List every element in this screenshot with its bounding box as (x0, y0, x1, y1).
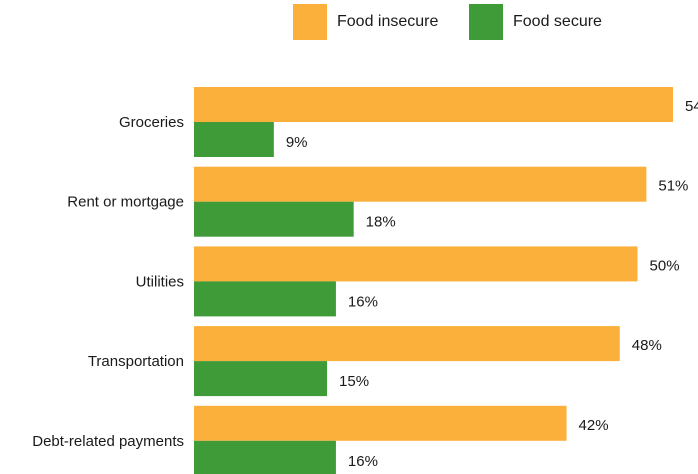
category-label-transportation: Transportation (88, 353, 184, 370)
legend-item-food-secure: Food secure (469, 4, 602, 40)
bar-food-insecure-debt-related-payments (194, 405, 567, 441)
bar-food-secure-utilities (194, 281, 336, 317)
data-label-food-insecure-rent-or-mortgage: 51% (658, 178, 688, 195)
bar-food-insecure-transportation (194, 326, 620, 362)
category-label-utilities: Utilities (136, 273, 184, 290)
legend-label-food-secure: Food secure (513, 13, 602, 30)
bar-food-insecure-utilities (194, 246, 638, 282)
bar-food-insecure-groceries (194, 87, 673, 122)
data-label-food-insecure-debt-related-payments: 42% (579, 417, 609, 434)
data-label-food-secure-groceries: 9% (286, 134, 308, 151)
legend-swatch-food-insecure (293, 4, 327, 40)
data-label-food-insecure-groceries: 54% (685, 98, 698, 115)
bar-food-insecure-rent-or-mortgage (194, 166, 647, 202)
data-label-food-secure-rent-or-mortgage: 18% (366, 214, 396, 231)
data-label-food-secure-debt-related-payments: 16% (348, 453, 378, 470)
data-label-food-secure-utilities: 16% (348, 293, 378, 310)
data-label-food-insecure-transportation: 48% (632, 337, 662, 354)
bar-food-secure-debt-related-payments (194, 440, 336, 474)
legend-item-food-insecure: Food insecure (293, 4, 438, 40)
bar-food-secure-groceries (194, 122, 274, 157)
category-label-debt-related-payments: Debt-related payments (32, 433, 184, 450)
category-label-groceries: Groceries (119, 114, 184, 131)
legend-label-food-insecure: Food insecure (337, 13, 439, 30)
data-label-food-secure-transportation: 15% (339, 373, 369, 390)
bar-food-secure-rent-or-mortgage (194, 201, 354, 237)
data-label-food-insecure-utilities: 50% (650, 257, 680, 274)
category-label-rent-or-mortgage: Rent or mortgage (67, 194, 184, 211)
bar-food-secure-transportation (194, 361, 328, 397)
legend-swatch-food-secure (469, 4, 503, 40)
